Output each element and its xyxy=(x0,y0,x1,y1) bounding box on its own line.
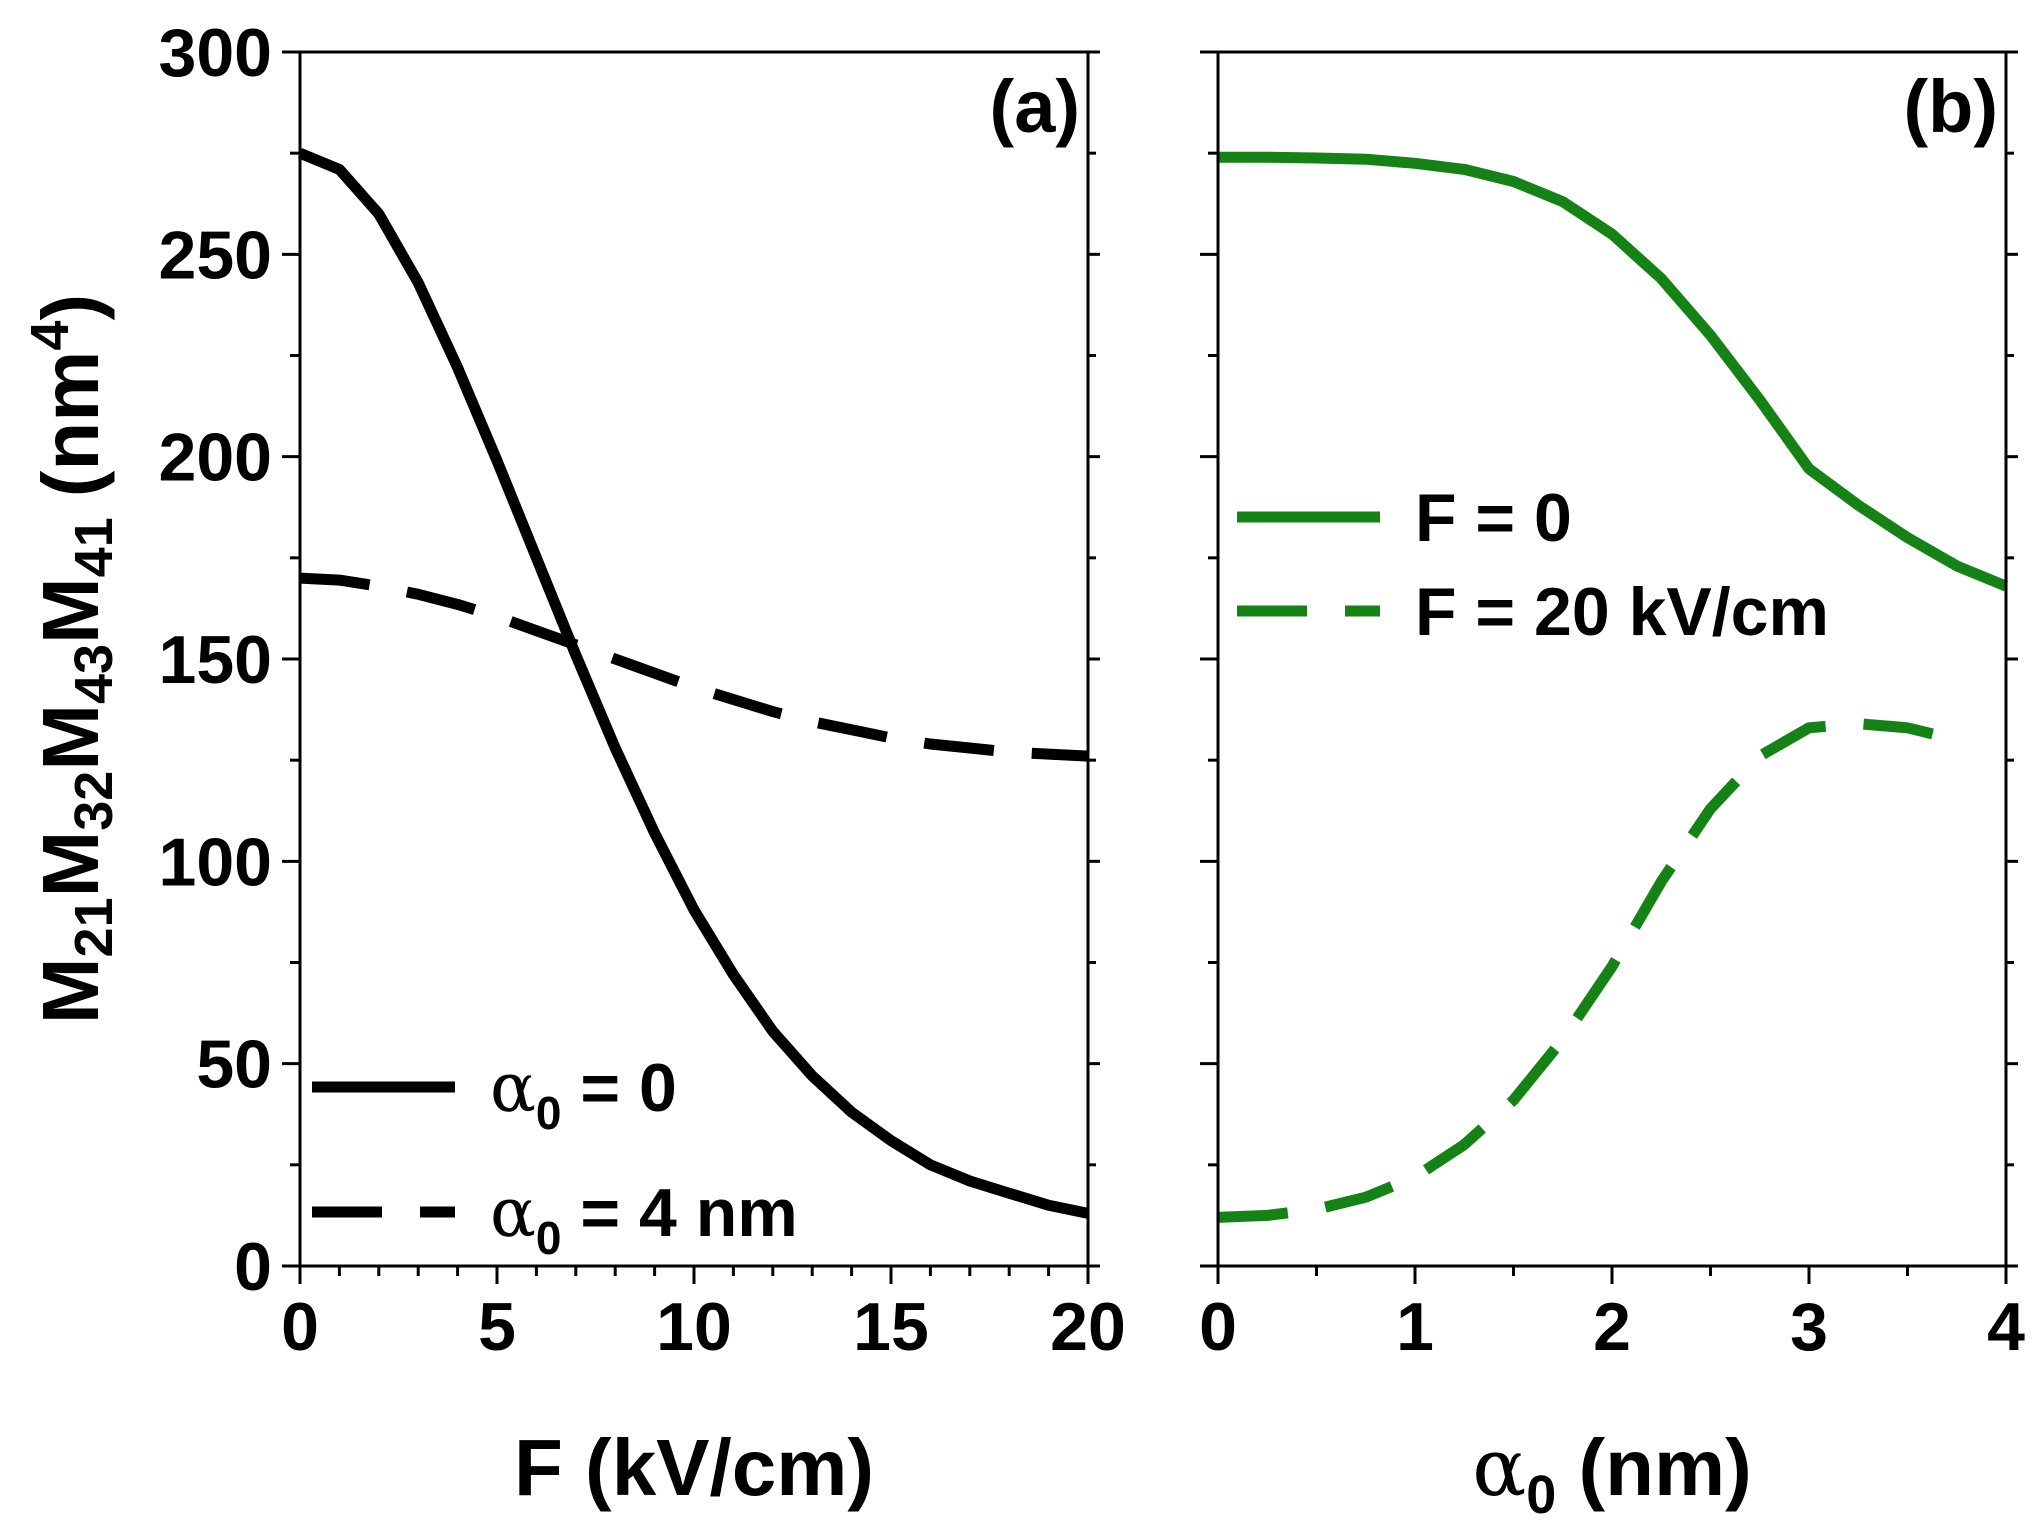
x-tick-label: 10 xyxy=(656,1289,732,1365)
ylabel-unit-open: (nm xyxy=(26,351,115,498)
x-tick-label: 20 xyxy=(1050,1289,1126,1365)
ylabel-m21: M xyxy=(26,957,115,1024)
panel-a-label: (a) xyxy=(990,65,1080,148)
ylabel-sub-41: 41 xyxy=(64,517,124,577)
panel-a-x-axis-title: F (kV/cm) xyxy=(514,1423,874,1512)
ylabel-sub-32: 32 xyxy=(64,771,124,831)
panel-b-tick-labels: 0 1 2 3 4 xyxy=(1199,1289,2025,1365)
series-line-b-0 xyxy=(1218,151,2009,592)
legend-label-alpha0-4nm: α0 = 4 nm xyxy=(490,1174,798,1264)
y-tick-label: 250 xyxy=(159,217,272,293)
series-line-b-1 xyxy=(1217,718,1959,1223)
panel-b-legend: F = 0 F = 20 kV/cm xyxy=(1237,480,1829,650)
series-line-a-0 xyxy=(297,148,1090,1219)
panel-a-ticks xyxy=(282,50,1100,1284)
x-tick-label: 0 xyxy=(281,1289,319,1365)
panel-a-legend: α0 = 0 α0 = 4 nm xyxy=(312,1049,798,1264)
y-tick-label: 50 xyxy=(196,1027,272,1103)
ylabel-unit-close: ) xyxy=(26,294,115,321)
legend-label-f-0: F = 0 xyxy=(1415,480,1572,556)
panel-a-y-axis-title: M21M32M43M41(nm4) xyxy=(20,294,124,1024)
y-tick-label: 300 xyxy=(159,15,272,91)
panel-b: 0 1 2 3 4 (b) α0 (nm) F = 0 F = 20 kV/cm xyxy=(1199,50,2025,1525)
y-tick-label: 0 xyxy=(234,1229,272,1305)
ylabel-m41: M xyxy=(26,577,115,644)
panel-a-series xyxy=(297,148,1090,1219)
ylabel-m32: M xyxy=(26,831,115,898)
x-tick-label: 5 xyxy=(478,1289,516,1365)
x-tick-label: 4 xyxy=(1987,1289,2025,1365)
x-tick-label: 3 xyxy=(1790,1289,1828,1365)
x-tick-label: 1 xyxy=(1396,1289,1434,1365)
y-tick-label: 150 xyxy=(159,622,272,698)
panel-b-frame xyxy=(1216,50,2008,1268)
panel-a-frame xyxy=(298,50,1090,1268)
panel-b-label: (b) xyxy=(1904,65,1999,148)
x-tick-label: 2 xyxy=(1593,1289,1631,1365)
panel-b-series xyxy=(1217,151,2009,1223)
series-line-a-1 xyxy=(299,572,1089,762)
ylabel-unit-sup: 4 xyxy=(20,321,80,351)
x-tick-label: 15 xyxy=(853,1289,929,1365)
panel-b-x-axis-title: α0 (nm) xyxy=(1472,1421,1752,1525)
x-tick-label: 0 xyxy=(1199,1289,1237,1365)
legend-label-f-20: F = 20 kV/cm xyxy=(1415,574,1829,650)
ylabel-sub-43: 43 xyxy=(64,644,124,704)
ylabel-sub-21: 21 xyxy=(64,897,124,957)
y-tick-label: 100 xyxy=(159,824,272,900)
ylabel-m43: M xyxy=(26,704,115,771)
y-tick-label: 200 xyxy=(159,420,272,496)
legend-label-alpha0-0: α0 = 0 xyxy=(490,1049,677,1139)
